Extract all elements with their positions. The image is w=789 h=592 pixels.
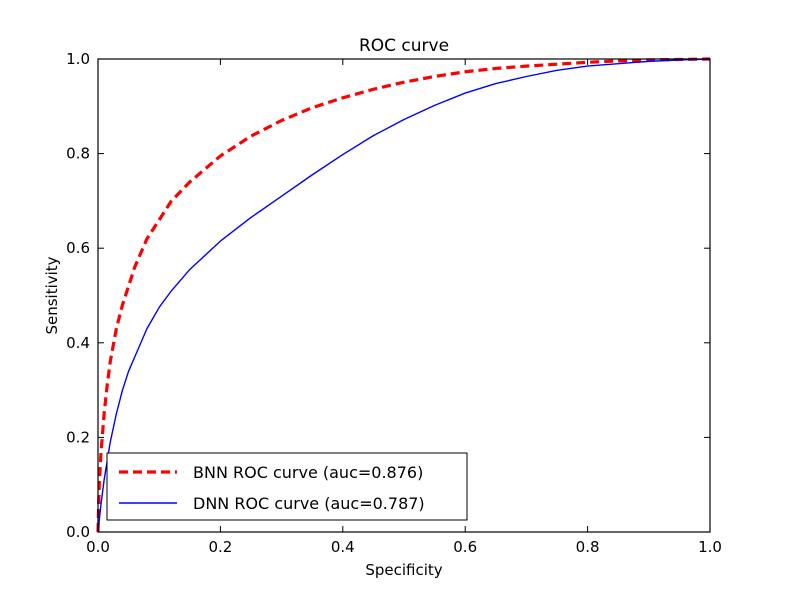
series-layer <box>96 57 711 533</box>
y-tick-label: 0.0 <box>66 523 90 541</box>
legend-entry-bnn: BNN ROC curve (auc=0.876) <box>193 463 423 482</box>
plot-frame <box>97 58 711 533</box>
legend-box <box>106 452 468 521</box>
y-axis-label: Sensitivity <box>43 256 61 334</box>
y-tick-label: 0.2 <box>66 428 90 446</box>
y-tick-label: 0.4 <box>66 334 90 352</box>
x-tick-label: 0.0 <box>86 538 110 556</box>
series-line-dnn <box>97 58 711 533</box>
ticks-layer: 0.0 0.2 0.4 0.6 0.8 1.0 0.0 0.2 0.4 0.6 0.8 1.0 <box>66 50 722 556</box>
x-tick-label: 0.4 <box>331 538 355 556</box>
x-tick-label: 0.6 <box>453 538 477 556</box>
legend: BNN ROC curve (auc=0.876) DNN ROC curve … <box>106 452 468 521</box>
y-tick-label: 0.6 <box>66 239 90 257</box>
y-tick-label: 1.0 <box>66 50 90 68</box>
x-tick-label: 0.2 <box>208 538 232 556</box>
y-tick-label: 0.8 <box>66 145 90 163</box>
x-tick-label: 0.8 <box>576 538 600 556</box>
series-line-bnn <box>96 57 711 533</box>
chart-title: ROC curve <box>359 36 449 56</box>
legend-entry-dnn: DNN ROC curve (auc=0.787) <box>193 494 425 513</box>
x-tick-label: 1.0 <box>698 538 722 556</box>
x-axis-label: Specificity <box>365 561 442 579</box>
